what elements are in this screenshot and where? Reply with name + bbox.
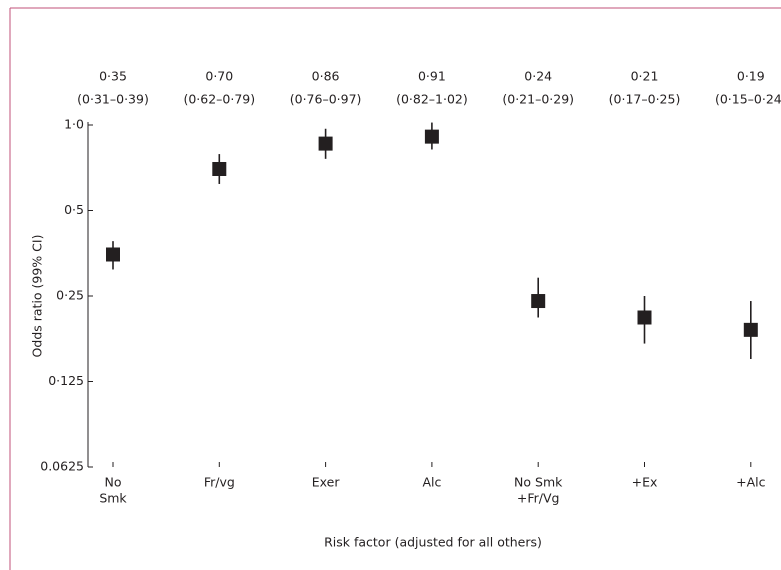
y-tick-label: 1·0 — [64, 117, 84, 132]
x-tick-label: +Alc — [736, 475, 765, 490]
value-label: 0·86 — [312, 69, 340, 84]
x-tick-label: Alc — [422, 475, 441, 490]
value-label: 0·21 — [631, 69, 659, 84]
ci-label: (0·62–0·79) — [183, 92, 255, 107]
ci-label: (0·31–0·39) — [77, 92, 149, 107]
marker — [106, 247, 120, 262]
value-label: 0·24 — [524, 69, 552, 84]
marker — [424, 129, 439, 144]
marker — [212, 161, 227, 176]
x-tick-label: +Fr/Vg — [517, 491, 560, 506]
x-tick-label: No Smk — [514, 475, 563, 490]
x-tick-label: Fr/vg — [204, 475, 235, 490]
ci-label: (0·21–0·29) — [502, 92, 574, 107]
x-tick-label: No — [105, 475, 122, 490]
y-tick-label: 0·25 — [56, 288, 84, 303]
ci-label: (0·82–1·02) — [396, 92, 468, 107]
y-tick-label: 0·125 — [48, 373, 84, 388]
x-tick-label: Smk — [99, 491, 127, 506]
marker — [318, 136, 333, 151]
ci-label: (0·15–0·24) — [715, 92, 781, 107]
x-axis-label: Risk factor (adjusted for all others) — [324, 535, 542, 550]
marker — [531, 294, 546, 309]
y-tick-label: 0.0625 — [40, 459, 84, 474]
value-label: 0·70 — [205, 69, 233, 84]
value-label: 0·91 — [418, 69, 446, 84]
x-tick-label: Exer — [312, 475, 341, 490]
y-tick-label: 0·5 — [64, 202, 84, 217]
x-tick-label: +Ex — [632, 475, 658, 490]
ci-label: (0·76–0·97) — [290, 92, 362, 107]
marker — [637, 310, 652, 325]
ci-label: (0·17–0·25) — [609, 92, 681, 107]
value-label: 0·35 — [99, 69, 127, 84]
y-axis-label: Odds ratio (99% CI) — [30, 235, 45, 358]
marker — [743, 322, 758, 337]
value-label: 0·19 — [737, 69, 765, 84]
